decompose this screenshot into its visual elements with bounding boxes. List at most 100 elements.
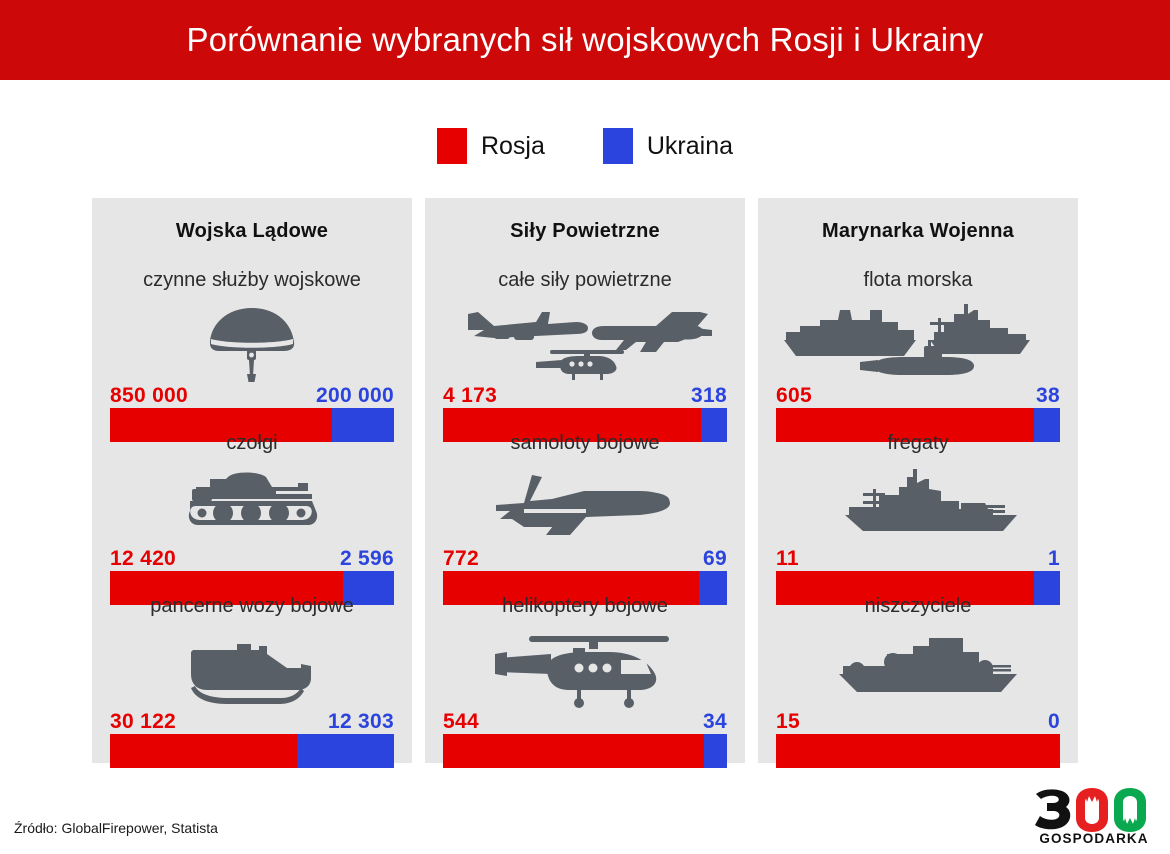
comparison-bar xyxy=(776,734,1060,768)
aircraft-group-icon xyxy=(468,312,712,380)
row-icon xyxy=(443,457,727,545)
value-russia: 30 122 xyxy=(110,710,177,733)
legend-swatch-ukraine xyxy=(602,128,633,164)
legend: Rosja Ukraina xyxy=(0,128,1170,164)
comparison-bar xyxy=(443,571,727,605)
panel-title: Marynarka Wojenna xyxy=(822,220,1014,242)
row-values: 15 0 xyxy=(776,708,1060,734)
row-icon xyxy=(443,620,727,708)
comparison-bar xyxy=(443,734,727,768)
panel-title: Siły Powietrzne xyxy=(510,220,660,242)
logo-wordmark: GOSPODARKA xyxy=(1039,831,1149,846)
bar-segment-ukraine xyxy=(1034,408,1060,442)
row-icon xyxy=(110,294,394,382)
value-ukraine: 2 596 xyxy=(339,547,394,570)
bar-segment-russia xyxy=(110,571,343,605)
logo-300-mark xyxy=(1035,788,1146,832)
row-values: 12 420 2 596 xyxy=(110,545,394,571)
row-values: 30 122 12 303 xyxy=(110,708,394,734)
header-bar: Porównanie wybranych sił wojskowych Rosj… xyxy=(0,0,1170,80)
panels-container: Wojska Lądowe czynne służby wojskowe xyxy=(92,198,1078,768)
bar-segment-ukraine xyxy=(698,571,727,605)
tank-icon xyxy=(188,472,318,525)
helicopter-icon xyxy=(495,636,669,708)
value-russia: 11 xyxy=(776,547,799,570)
legend-item-russia: Rosja xyxy=(436,128,545,164)
value-ukraine: 12 303 xyxy=(327,710,394,733)
naval-fleet-icon xyxy=(784,304,1030,375)
comparison-bar xyxy=(776,408,1060,442)
row-icon xyxy=(776,620,1060,708)
helmet-icon xyxy=(209,308,295,382)
bar-segment-ukraine xyxy=(704,734,727,768)
fighter-jet-icon xyxy=(496,475,670,535)
bar-segment-ukraine xyxy=(331,408,394,442)
row-active-personnel: czynne służby wojskowe xyxy=(110,266,394,442)
panel-rows: czynne służby wojskowe xyxy=(110,266,394,768)
legend-swatch-russia xyxy=(436,128,467,164)
bar-segment-russia xyxy=(443,408,702,442)
row-armored-vehicles: pancerne wozy bojowe 30 122 12 303 xyxy=(110,592,394,768)
value-ukraine: 38 xyxy=(1036,384,1060,407)
row-icon xyxy=(776,457,1060,545)
comparison-bar xyxy=(110,408,394,442)
bar-segment-russia xyxy=(443,734,705,768)
panel-rows: całe siły powietrzne xyxy=(443,266,727,768)
row-values: 850 000 200 000 xyxy=(110,382,394,408)
bar-segment-russia xyxy=(443,571,699,605)
value-russia: 772 xyxy=(443,547,479,570)
row-icon xyxy=(110,620,394,708)
logo-300-gospodarka: GOSPODARKA xyxy=(1032,788,1156,846)
value-russia: 850 000 xyxy=(110,384,189,407)
bar-segment-russia xyxy=(110,408,332,442)
comparison-bar xyxy=(776,571,1060,605)
row-total-aircraft: całe siły powietrzne xyxy=(443,266,727,442)
comparison-bar xyxy=(443,408,727,442)
legend-label-russia: Rosja xyxy=(480,131,545,160)
row-label: niszczyciele xyxy=(864,595,972,617)
legend-item-ukraine: Ukraina xyxy=(602,128,733,164)
value-russia: 605 xyxy=(776,384,812,407)
value-russia: 4 173 xyxy=(443,384,498,407)
row-fighter-aircraft: samoloty bojowe 772 xyxy=(443,429,727,605)
row-icon xyxy=(110,457,394,545)
value-ukraine: 0 xyxy=(1048,710,1060,733)
row-values: 605 38 xyxy=(776,382,1060,408)
comparison-bar xyxy=(110,571,394,605)
row-values: 4 173 318 xyxy=(443,382,727,408)
row-label: całe siły powietrzne xyxy=(498,269,672,291)
value-ukraine: 1 xyxy=(1048,547,1060,570)
row-label: fregaty xyxy=(887,432,949,454)
value-russia: 12 420 xyxy=(110,547,177,570)
value-ukraine: 318 xyxy=(691,384,727,407)
row-label: pancerne wozy bojowe xyxy=(150,595,354,617)
row-label: helikoptery bojowe xyxy=(502,595,668,617)
panel-ground-forces: Wojska Lądowe czynne służby wojskowe xyxy=(92,198,412,768)
row-icon xyxy=(776,294,1060,382)
row-naval-fleet: flota morska xyxy=(776,266,1060,442)
frigate-icon xyxy=(845,469,1017,531)
row-destroyers: niszczyciele xyxy=(776,592,1060,768)
row-label: czynne służby wojskowe xyxy=(143,269,361,291)
bar-segment-russia xyxy=(110,734,298,768)
bar-segment-russia xyxy=(776,571,1035,605)
row-attack-helicopters: helikoptery bojowe xyxy=(443,592,727,768)
row-label: czołgi xyxy=(226,432,278,454)
row-icon xyxy=(443,294,727,382)
armored-vehicle-icon xyxy=(191,644,311,704)
bar-segment-russia xyxy=(776,408,1035,442)
value-russia: 15 xyxy=(776,710,800,733)
row-values: 544 34 xyxy=(443,708,727,734)
value-russia: 544 xyxy=(443,710,479,733)
source-note: Źródło: GlobalFirepower, Statista xyxy=(14,820,218,836)
value-ukraine: 34 xyxy=(703,710,727,733)
row-label: samoloty bojowe xyxy=(510,432,660,454)
comparison-bar xyxy=(110,734,394,768)
row-values: 11 1 xyxy=(776,545,1060,571)
row-values: 772 69 xyxy=(443,545,727,571)
page-title: Porównanie wybranych sił wojskowych Rosj… xyxy=(186,21,984,58)
panel-air-forces: Siły Powietrzne całe siły powietrzne xyxy=(425,198,745,768)
bar-segment-ukraine xyxy=(297,734,394,768)
row-tanks: czołgi xyxy=(110,429,394,605)
